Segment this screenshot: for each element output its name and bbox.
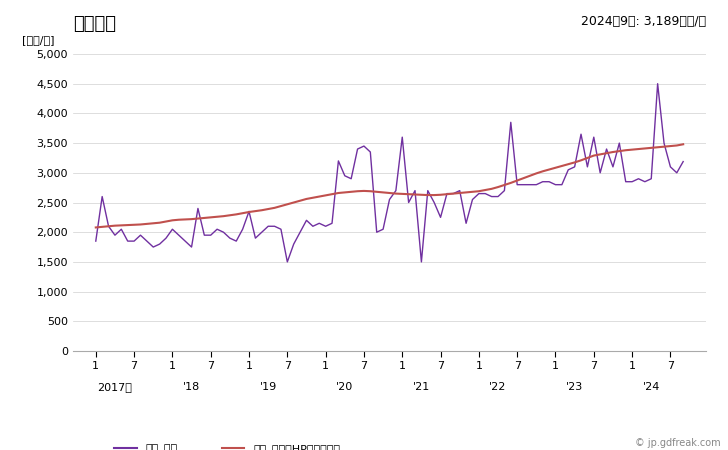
Text: 2017年: 2017年 xyxy=(98,382,132,392)
Text: '19: '19 xyxy=(260,382,277,392)
Text: '24: '24 xyxy=(643,382,660,392)
Legend: 出荷_価格, 出荷_価格（HPフィルタ）: 出荷_価格, 出荷_価格（HPフィルタ） xyxy=(110,440,344,450)
Text: © jp.gdfreak.com: © jp.gdfreak.com xyxy=(635,438,721,448)
Text: 2024年9月: 3,189万円/台: 2024年9月: 3,189万円/台 xyxy=(581,15,706,28)
Text: '20: '20 xyxy=(336,382,353,392)
Text: '22: '22 xyxy=(489,382,507,392)
Text: 出荷単価: 出荷単価 xyxy=(73,15,116,33)
Text: [万円/台]: [万円/台] xyxy=(22,35,55,45)
Text: '21: '21 xyxy=(413,382,430,392)
Text: '18: '18 xyxy=(183,382,200,392)
Text: '23: '23 xyxy=(566,382,583,392)
